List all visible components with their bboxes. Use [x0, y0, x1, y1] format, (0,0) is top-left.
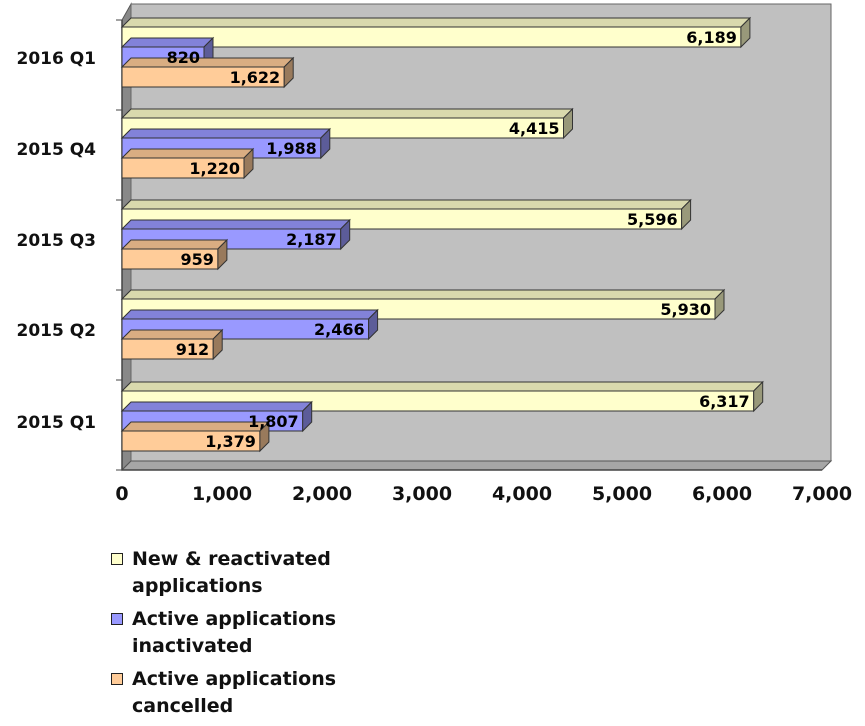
data-label: 1,622: [230, 68, 281, 87]
data-label: 912: [176, 340, 209, 359]
category-label: 2016 Q1: [16, 49, 96, 69]
bar: [120, 328, 224, 361]
bar-face: [121, 26, 742, 48]
legend-item-new-reactivated: New & reactivated applications: [108, 546, 428, 600]
bar-top-face: [120, 309, 379, 320]
chart-legend: New & reactivated applications Active ap…: [108, 546, 428, 726]
bar-top-face: [120, 421, 271, 432]
bar: [120, 56, 295, 89]
bar-top-face: [120, 37, 215, 48]
data-label: 6,189: [686, 28, 737, 47]
bar-side-face: [714, 288, 725, 321]
data-label: 1,807: [248, 412, 299, 431]
bar-top-face: [120, 329, 224, 340]
bar-top-face: [120, 401, 313, 412]
x-tick-label: 6,000: [692, 483, 752, 505]
legend-swatch: [111, 553, 123, 565]
chart-floor: [120, 460, 833, 471]
bar-top-face: [120, 57, 295, 68]
bar: [120, 16, 752, 49]
data-label: 959: [180, 250, 213, 269]
chart-bars: [120, 16, 764, 453]
bar: [120, 238, 229, 271]
category-label: 2015 Q2: [16, 321, 96, 341]
bar-side-face: [302, 400, 313, 433]
bar: [120, 147, 255, 180]
bar-side-face: [212, 328, 223, 361]
data-label: 820: [167, 48, 200, 67]
data-label: 1,220: [189, 159, 240, 178]
bar-side-face: [368, 308, 379, 341]
data-label: 1,379: [205, 432, 256, 451]
bar-side-face: [217, 238, 228, 271]
bar-top-face: [120, 199, 692, 210]
legend-swatch: [111, 673, 123, 685]
x-tick-label: 7,000: [792, 483, 852, 505]
bar-side-face: [740, 16, 751, 49]
chart-data-labels: 6,189 820 1,622 4,415 1,988 1,220 5,596 2,187 95…: [167, 28, 750, 451]
x-tick-label: 2,000: [292, 483, 352, 505]
category-label: 2015 Q3: [16, 231, 96, 251]
bar-side-face: [681, 198, 692, 231]
legend-item-inactivated: Active applications inactivated: [108, 606, 428, 660]
bar-side-face: [753, 380, 764, 413]
data-label: 5,596: [627, 210, 678, 229]
data-label: 2,187: [286, 230, 337, 249]
bar-side-face: [259, 420, 270, 453]
bar: [120, 288, 726, 321]
bar-top-face: [120, 148, 255, 159]
x-tick-label: 4,000: [492, 483, 552, 505]
legend-label: Active applications inactivated: [132, 608, 337, 657]
bar-top-face: [120, 381, 764, 392]
data-label: 1,988: [266, 139, 317, 158]
category-label: 2015 Q1: [16, 413, 96, 433]
data-label: 5,930: [660, 300, 711, 319]
bar-side-face: [320, 127, 331, 160]
data-label: 6,317: [699, 392, 750, 411]
bar-top-face: [120, 128, 332, 139]
bar-side-face: [340, 218, 351, 251]
chart-x-tick-labels: 0 1,000 2,000 3,000 4,000 5,000 6,000 7,000: [115, 483, 852, 505]
x-tick-label: 0: [115, 483, 128, 505]
x-tick-label: 1,000: [192, 483, 252, 505]
bar: [120, 420, 271, 453]
bar-side-face: [243, 147, 254, 180]
legend-label: New & reactivated applications: [132, 548, 331, 597]
x-tick-label: 3,000: [392, 483, 452, 505]
category-label: 2015 Q4: [16, 140, 96, 160]
data-label: 4,415: [509, 119, 560, 138]
chart-category-labels: 2016 Q1 2015 Q4 2015 Q3 2015 Q2 2015 Q1: [16, 49, 96, 433]
data-label: 2,466: [314, 320, 365, 339]
bar-top-face: [120, 239, 229, 250]
legend-item-cancelled: Active applications cancelled: [108, 666, 428, 720]
bar-side-face: [563, 107, 573, 140]
x-tick-label: 5,000: [592, 483, 652, 505]
bar-top-face: [120, 108, 574, 119]
legend-label: Active applications cancelled: [132, 668, 337, 717]
bar-side-face: [283, 56, 294, 89]
bar-top-face: [120, 17, 752, 28]
bar-top-face: [120, 289, 726, 300]
bar-chart: 6,189 820 1,622 4,415 1,988 1,220 5,596 2,187 95…: [16, 2, 852, 505]
legend-swatch: [111, 613, 123, 625]
bar-top-face: [120, 219, 351, 230]
